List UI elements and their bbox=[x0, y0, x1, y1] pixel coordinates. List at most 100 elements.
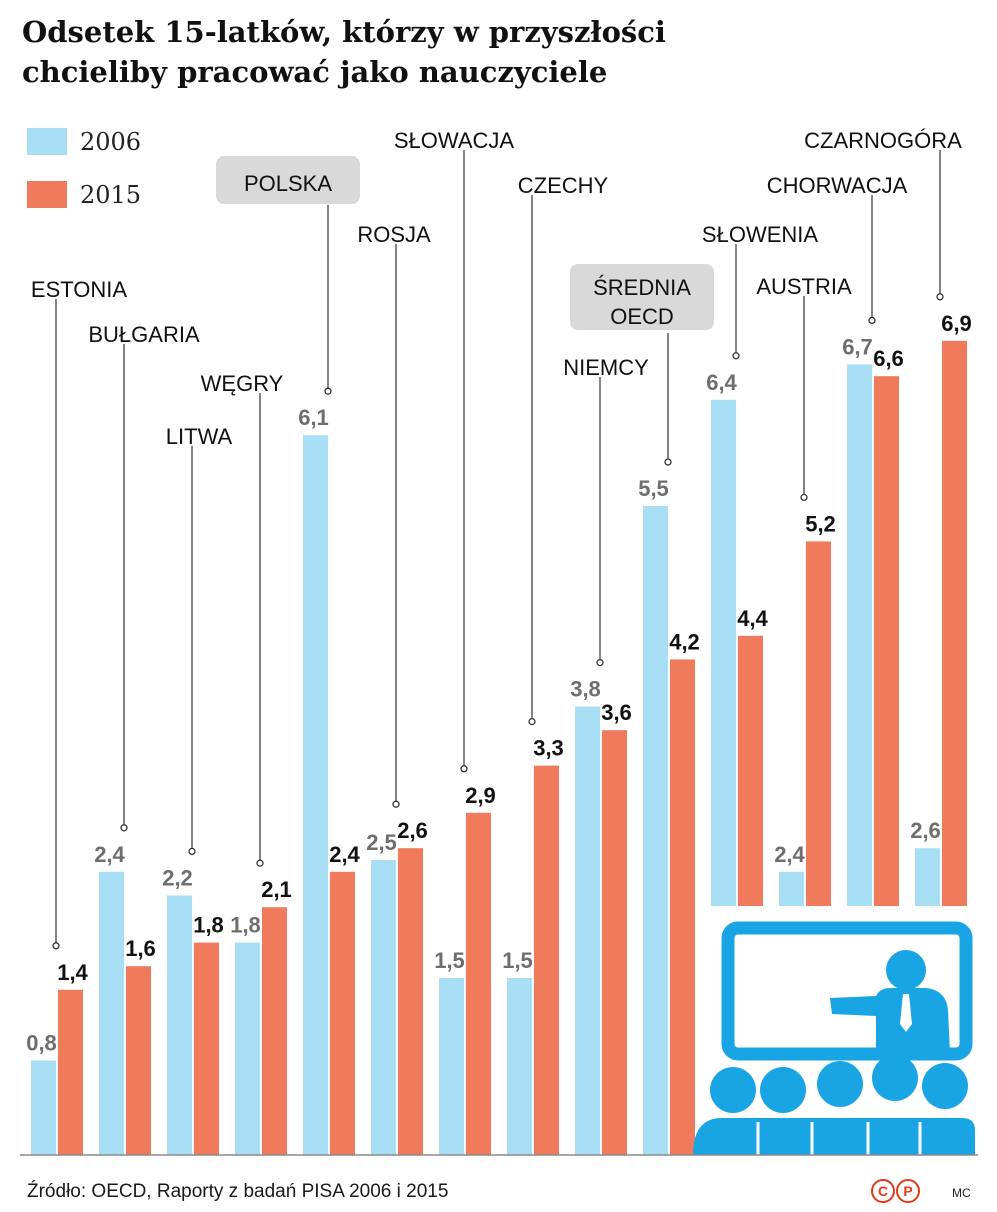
legend-swatch-2006 bbox=[27, 128, 67, 155]
bar-2015-1 bbox=[58, 989, 83, 1155]
category-label-8: CZECHY bbox=[518, 173, 609, 198]
category-label-5: POLSKA bbox=[244, 171, 332, 196]
source-note: Źródło: OECD, Raporty z badań PISA 2006 … bbox=[27, 1181, 449, 1202]
icon-teacher-tie bbox=[900, 994, 912, 1032]
leader-dot-1 bbox=[52, 942, 60, 950]
value-label-2006-14: 2,6 bbox=[910, 818, 941, 843]
bar-2006-4 bbox=[235, 942, 260, 1155]
value-label-2006-7: 1,5 bbox=[434, 948, 465, 973]
leader-dot-8 bbox=[528, 717, 536, 726]
legend: 2006 2015 bbox=[27, 128, 141, 209]
category-label-10-line-1: ŚREDNIA bbox=[593, 275, 691, 300]
icon-screen bbox=[721, 921, 973, 1061]
value-label-2006-11: 6,4 bbox=[706, 370, 737, 395]
value-label-2006-4: 1,8 bbox=[230, 913, 261, 938]
chart-title-line-1: Odsetek 15-latków, którzy w przyszłości bbox=[22, 15, 666, 49]
highlight-box-5 bbox=[216, 156, 360, 204]
leader-dot-10 bbox=[664, 458, 672, 466]
leader-dot-2 bbox=[120, 824, 128, 832]
category-label-12: AUSTRIA bbox=[756, 274, 852, 299]
icon-students-body bbox=[693, 1118, 975, 1155]
icon-student-head-3 bbox=[817, 1061, 863, 1107]
leader-dot-13 bbox=[868, 316, 876, 325]
icon-student-head-4 bbox=[872, 1055, 918, 1101]
bar-2006-8 bbox=[507, 978, 532, 1155]
value-label-2015-12: 5,2 bbox=[805, 511, 836, 536]
legend-swatch-2015 bbox=[27, 181, 67, 208]
bar-2015-9 bbox=[602, 730, 627, 1155]
bar-2006-10 bbox=[643, 506, 668, 1155]
category-label-4: WĘGRY bbox=[201, 371, 284, 396]
leader-dot-3 bbox=[188, 847, 196, 856]
bar-2015-10 bbox=[670, 659, 695, 1155]
value-label-2006-3: 2,2 bbox=[162, 865, 193, 890]
author-initials: MC bbox=[952, 1186, 971, 1200]
chart-title-line-2: chcieliby pracować jako nauczyciele bbox=[22, 55, 608, 89]
icon-teacher-head bbox=[886, 950, 926, 990]
value-label-2015-14: 6,9 bbox=[941, 311, 972, 336]
leader-dot-12 bbox=[800, 493, 808, 502]
leader-dot-14 bbox=[936, 293, 944, 301]
value-label-2006-12: 2,4 bbox=[774, 842, 805, 867]
value-label-2015-10: 4,2 bbox=[669, 629, 700, 654]
leader-dot-4 bbox=[256, 859, 264, 867]
highlight-box-10 bbox=[570, 264, 714, 330]
bar-2006-6 bbox=[371, 860, 396, 1155]
value-label-2006-13: 6,7 bbox=[842, 334, 873, 359]
bar-2015-5 bbox=[330, 871, 355, 1155]
chart-title: Odsetek 15-latków, którzy w przyszłości … bbox=[22, 12, 922, 92]
value-label-2006-10: 5,5 bbox=[638, 476, 669, 501]
category-label-2: BUŁGARIA bbox=[88, 322, 200, 347]
value-label-2015-2: 1,6 bbox=[125, 936, 156, 961]
bar-2006-5 bbox=[303, 435, 328, 1155]
bar-2015-7 bbox=[466, 812, 491, 1155]
logo-letter-c: C bbox=[871, 1179, 895, 1203]
value-label-2015-6: 2,6 bbox=[397, 818, 428, 843]
leader-dot-6 bbox=[392, 800, 400, 808]
icon-backdrop bbox=[710, 906, 997, 1156]
value-label-2015-11: 4,4 bbox=[737, 606, 768, 631]
value-label-2006-8: 1,5 bbox=[502, 948, 533, 973]
bar-2006-7 bbox=[439, 978, 464, 1155]
category-label-1: ESTONIA bbox=[31, 277, 128, 302]
bar-2006-3 bbox=[167, 895, 192, 1155]
leader-dot-11 bbox=[732, 352, 740, 360]
value-label-2006-6: 2,5 bbox=[366, 830, 397, 855]
value-label-2015-4: 2,1 bbox=[261, 877, 292, 902]
value-label-2015-3: 1,8 bbox=[193, 913, 224, 938]
bar-2006-2 bbox=[99, 871, 124, 1155]
bar-2015-3 bbox=[194, 942, 219, 1155]
bar-2015-2 bbox=[126, 966, 151, 1155]
value-label-2006-2: 2,4 bbox=[94, 842, 125, 867]
category-label-13: CHORWACJA bbox=[767, 173, 908, 198]
value-label-2015-7: 2,9 bbox=[465, 783, 496, 808]
value-label-2015-9: 3,6 bbox=[601, 700, 632, 725]
leader-dot-9 bbox=[596, 658, 604, 667]
logo-letter-p: P bbox=[896, 1179, 920, 1203]
category-label-14: CZARNOGÓRA bbox=[804, 128, 962, 153]
bar-2015-8 bbox=[534, 765, 559, 1155]
category-label-9: NIEMCY bbox=[563, 355, 649, 380]
icon-student-head-2 bbox=[760, 1067, 806, 1113]
icon-student-head-5 bbox=[922, 1063, 968, 1109]
icon-teacher-body bbox=[830, 988, 950, 1054]
leader-dot-7 bbox=[460, 765, 468, 773]
category-label-7: SŁOWACJA bbox=[394, 128, 515, 153]
value-label-2015-5: 2,4 bbox=[329, 842, 360, 867]
value-label-2006-5: 6,1 bbox=[298, 405, 329, 430]
value-label-2006-1: 0,8 bbox=[26, 1031, 57, 1056]
category-labels: ESTONIA BUŁGARIA LITWA WĘGRY POLSKA ROSJA SŁOW… bbox=[31, 128, 962, 449]
legend-label-2006: 2006 bbox=[80, 128, 141, 156]
category-label-10-line-2: OECD bbox=[610, 304, 674, 329]
category-leader-lines bbox=[52, 150, 944, 950]
value-label-2015-1: 1,4 bbox=[57, 960, 88, 985]
value-label-2015-13: 6,6 bbox=[873, 346, 904, 371]
category-label-11: SŁOWENIA bbox=[702, 222, 818, 247]
bar-2006-9 bbox=[575, 706, 600, 1155]
value-label-2015-8: 3,3 bbox=[533, 736, 564, 761]
icon-student-head-1 bbox=[710, 1067, 756, 1113]
category-label-6: ROSJA bbox=[357, 222, 431, 247]
value-labels: 0,81,42,41,62,21,8 1,82,16,12,4 2,5 2,61,52… bbox=[26, 311, 972, 1056]
